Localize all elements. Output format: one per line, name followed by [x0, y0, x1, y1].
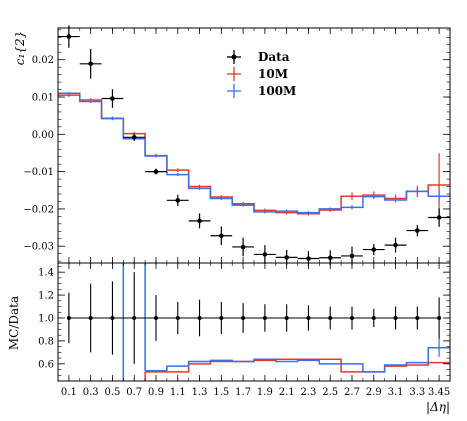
data-point — [153, 169, 159, 174]
x-tick-label: 0.9 — [148, 387, 164, 398]
x-tick-label: 0.5 — [104, 387, 120, 398]
x-tick-label: 3.45 — [428, 387, 450, 398]
bottom-frame — [57, 262, 451, 382]
bottom-panel: 0.6 0.8 1.0 1.2 1.4 — [38, 262, 451, 382]
legend: Data 10M 100M — [227, 50, 296, 98]
bottom-y-tick-label: 0.8 — [38, 336, 54, 347]
x-tick-label: 0.3 — [83, 387, 99, 398]
top-y-tick-label: −0.03 — [23, 242, 54, 253]
x-tick-label: 3.3 — [409, 387, 425, 398]
x-tick-label: 0.1 — [61, 387, 77, 398]
bottom-y-axis-label: MC/Data — [7, 296, 21, 350]
top-100m-line — [58, 92, 450, 214]
x-tick-label: 2.1 — [279, 387, 295, 398]
x-tick-label: 1.3 — [192, 387, 208, 398]
top-y-tick-label: −0.01 — [23, 167, 54, 178]
legend-label-data: Data — [258, 50, 290, 64]
x-tick-label: 2.7 — [344, 387, 360, 398]
legend-10m-marker — [227, 67, 241, 81]
x-tick-label: 1.7 — [235, 387, 251, 398]
x-axis-label: |Δη| — [426, 400, 450, 414]
legend-100m-marker — [227, 84, 241, 98]
bottom-y-tick-label: 1.0 — [38, 313, 54, 324]
top-10m-line — [58, 94, 450, 215]
x-tick-label: 3.1 — [388, 387, 404, 398]
top-y-tick-label: −0.02 — [23, 204, 54, 215]
legend-label-100m: 100M — [258, 84, 296, 98]
ratio-100m-line — [145, 347, 450, 373]
data-point — [131, 134, 137, 140]
data-point — [371, 247, 377, 252]
data-point — [88, 61, 93, 67]
x-axis: 0.1 0.3 0.5 0.7 0.9 1.1 1.3 1.5 1.7 1.9 2.1 2.3 2.5 2… — [57, 28, 451, 398]
x-tick-label: 2.5 — [322, 387, 338, 398]
x-tick-label: 1.1 — [170, 387, 186, 398]
top-panel: 0.02 0.01 0.00 −0.01 −0.02 −0.03 — [23, 25, 451, 266]
data-point — [393, 242, 398, 248]
data-point — [262, 252, 268, 257]
bottom-y-tick-label: 0.6 — [38, 359, 54, 370]
data-point — [66, 34, 72, 39]
data-point — [240, 244, 246, 250]
data-point — [415, 228, 420, 233]
data-point — [197, 218, 202, 224]
top-y-tick-label: 0.01 — [32, 93, 54, 104]
data-point — [110, 96, 115, 101]
top-y-axis-label: c₁{2} — [13, 31, 27, 65]
data-point — [436, 215, 442, 220]
bottom-y-tick-label: 1.4 — [38, 268, 54, 279]
legend-label-10m: 10M — [258, 67, 288, 81]
bottom-y-tick-label: 1.2 — [38, 291, 54, 302]
top-frame — [57, 27, 451, 264]
ratio-10m-line — [145, 358, 450, 373]
x-tick-label: 0.7 — [126, 387, 142, 398]
data-point — [175, 198, 181, 203]
legend-data-marker — [227, 50, 241, 64]
data-point — [219, 233, 224, 239]
x-tick-label: 2.3 — [300, 387, 316, 398]
top-y-tick-label: 0.02 — [32, 55, 54, 66]
x-tick-label: 2.9 — [366, 387, 382, 398]
x-tick-label: 1.9 — [257, 387, 273, 398]
data-point — [349, 253, 355, 259]
top-y-tick-label: 0.00 — [32, 130, 54, 141]
x-tick-label: 1.5 — [213, 387, 229, 398]
